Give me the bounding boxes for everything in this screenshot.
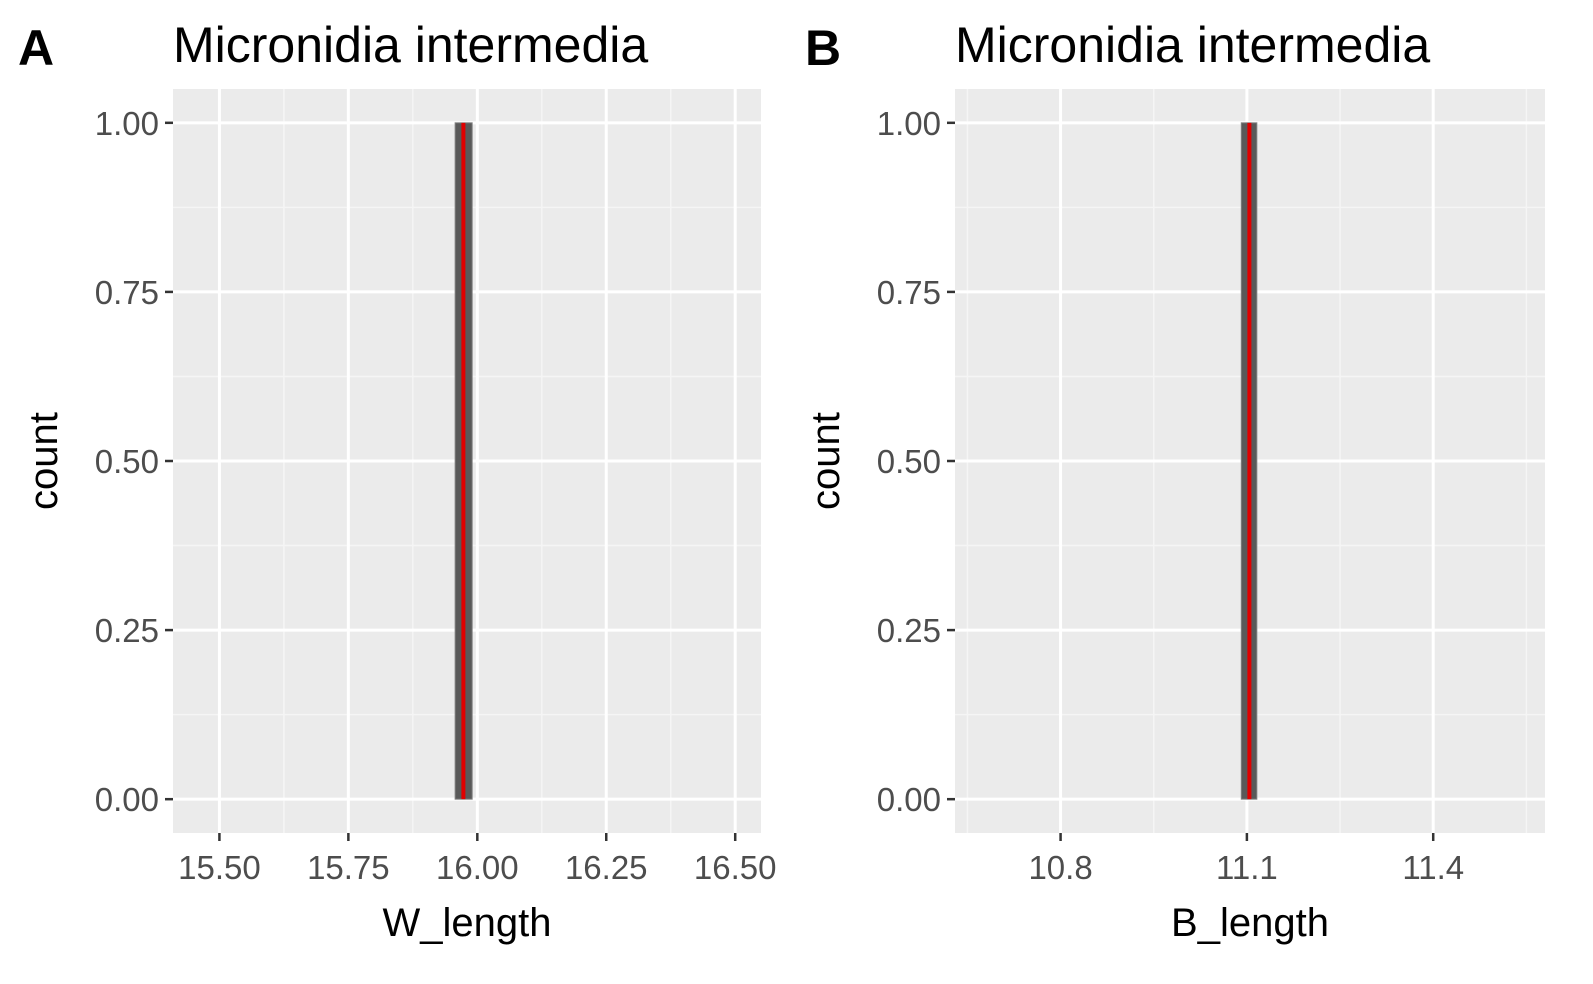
x-tick-label: 15.75 — [307, 849, 390, 886]
x-tick-label: 10.8 — [1028, 849, 1092, 886]
y-axis-label: count — [804, 412, 848, 510]
x-tick-label: 15.50 — [178, 849, 261, 886]
panel-tag: B — [805, 20, 841, 76]
plot-b: B Micronidia intermedia 0.00 0.25 0.50 0.75 1.… — [804, 17, 1545, 945]
y-tick-label: 0.75 — [877, 274, 941, 311]
x-axis-label: B_length — [1171, 901, 1329, 945]
y-tick-label: 0.25 — [95, 612, 159, 649]
x-tick-label: 11.1 — [1216, 849, 1278, 886]
y-tick-label: 0.00 — [95, 781, 159, 818]
x-tick-label: 16.50 — [694, 849, 777, 886]
y-tick-label: 1.00 — [95, 105, 159, 142]
y-axis-label: count — [22, 412, 66, 510]
x-tick-label: 16.00 — [436, 849, 519, 886]
y-tick-label: 0.75 — [95, 274, 159, 311]
y-tick-label: 0.50 — [95, 443, 159, 480]
panel-tag: A — [18, 20, 54, 76]
plot-a: A Micronidia intermedia 0.00 0.25 0.50 0.75 1.… — [18, 17, 777, 945]
x-tick-label: 16.25 — [565, 849, 648, 886]
y-tick-label: 0.50 — [877, 443, 941, 480]
y-tick-label: 0.25 — [877, 612, 941, 649]
x-axis-label: W_length — [383, 901, 552, 945]
plot-title: Micronidia intermedia — [955, 17, 1430, 73]
y-tick-label: 0.00 — [877, 781, 941, 818]
x-tick-label: 11.4 — [1402, 849, 1464, 886]
y-tick-label: 1.00 — [877, 105, 941, 142]
plot-title: Micronidia intermedia — [173, 17, 648, 73]
